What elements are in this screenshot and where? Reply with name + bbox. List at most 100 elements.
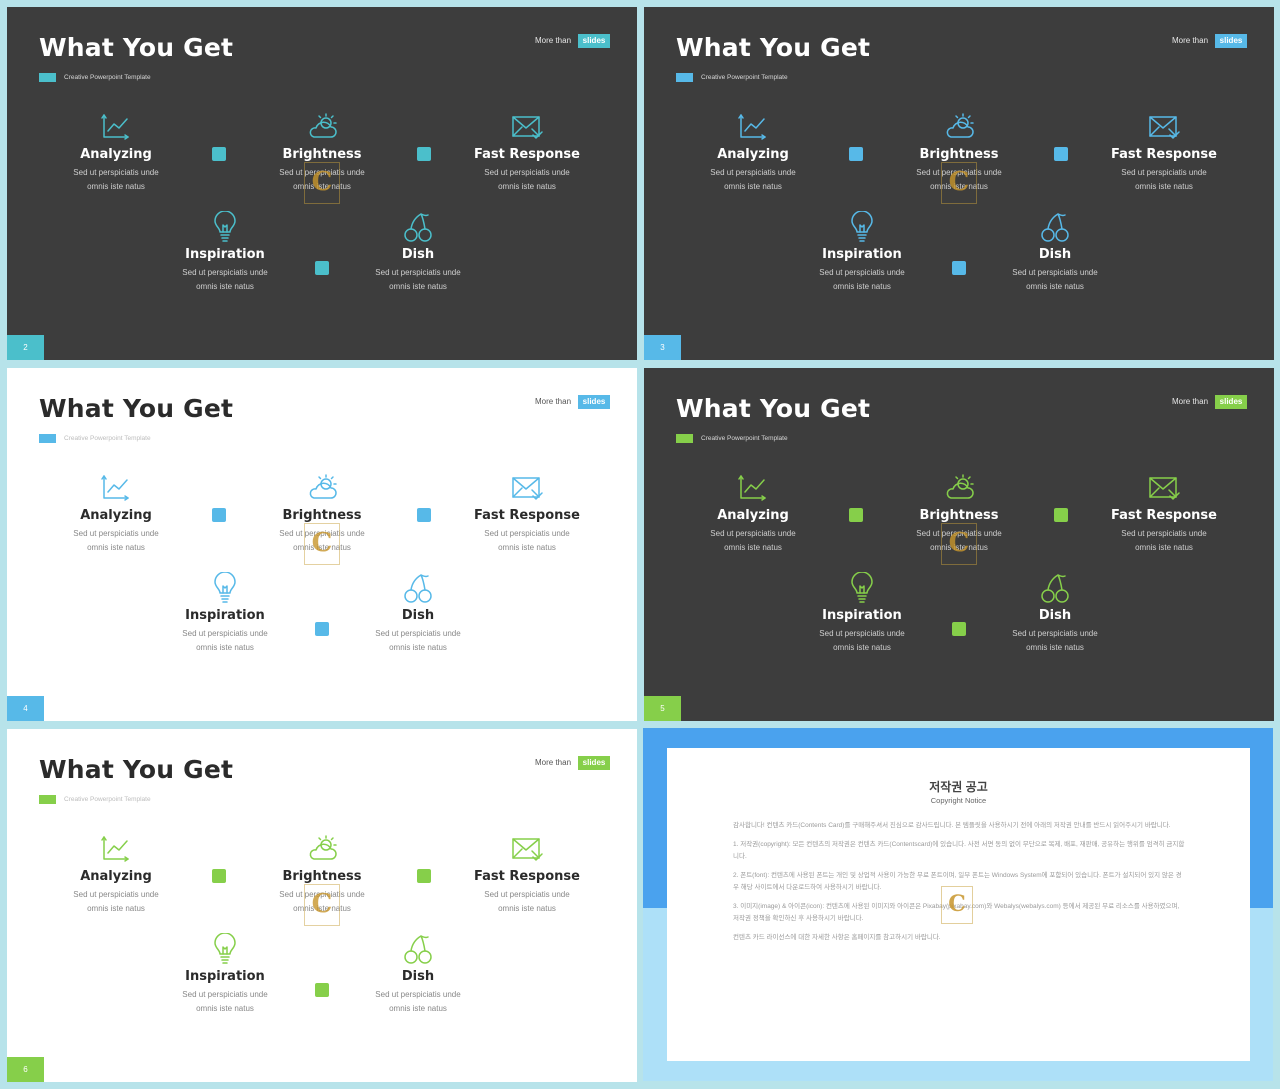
accent-square: [849, 508, 863, 522]
feature-label: Fast Response: [474, 508, 580, 523]
feature-label: Inspiration: [185, 608, 265, 623]
subtitle-accent-bar: [39, 795, 56, 804]
line-chart-icon: [100, 833, 132, 865]
accent-square: [849, 147, 863, 161]
accent-square: [212, 508, 226, 522]
slide-title: What You Get: [676, 394, 871, 423]
line-chart-icon: [737, 472, 769, 504]
feature-description: Sed ut perspiciatis unde omnis iste natus: [182, 268, 268, 291]
slides-badge: slides: [1215, 34, 1247, 48]
cloud-sun-icon: [306, 833, 338, 865]
accent-square: [952, 261, 966, 275]
envelope-check-icon: [1148, 111, 1180, 143]
cloud-sun-icon: [943, 111, 975, 143]
feature-brightness: Brightness Sed ut perspiciatis unde omnis…: [257, 472, 387, 555]
feature-description: Sed ut perspiciatis unde omnis iste natus: [1121, 168, 1207, 191]
slide-subtitle: Creative Powerpoint Template: [64, 796, 151, 803]
cherries-icon: [402, 933, 434, 965]
feature-label: Analyzing: [717, 508, 789, 523]
feature-dish: Dish Sed ut perspiciatis unde omnis iste …: [353, 572, 483, 655]
slide-title: What You Get: [39, 33, 234, 62]
notice-paragraph: 2. 폰트(font): 컨텐츠에 사용된 폰트는 개인 및 상업적 사용이 가…: [733, 872, 1182, 891]
page-number: 4: [7, 696, 44, 721]
slide-title: What You Get: [39, 755, 234, 784]
accent-square: [952, 622, 966, 636]
slide-page-2[interactable]: What You Get Creative Powerpoint Templat…: [7, 7, 637, 360]
notice-subtitle: Copyright Notice: [930, 796, 987, 805]
feature-description: Sed ut perspiciatis unde omnis iste natus: [73, 529, 159, 552]
slide-page-4[interactable]: What You Get Creative Powerpoint Templat…: [7, 368, 637, 721]
cherries-icon: [402, 211, 434, 243]
slides-badge: slides: [1215, 395, 1247, 409]
feature-description: Sed ut perspiciatis unde omnis iste natus: [916, 168, 1002, 191]
page-number: 3: [644, 335, 681, 360]
notice-card: 저작권 공고 Copyright Notice 감사합니다! 컨텐츠 카드(Co…: [667, 748, 1250, 1061]
envelope-check-icon: [511, 111, 543, 143]
more-than-label: More than: [1172, 36, 1209, 45]
notice-paragraph: 3. 이미지(image) & 아이콘(icon): 컨텐츠에 사용된 이미지와…: [733, 903, 1180, 922]
cloud-sun-icon: [306, 472, 338, 504]
feature-inspiration: Inspiration Sed ut perspiciatis unde omni…: [797, 211, 927, 294]
feature-label: Brightness: [282, 147, 362, 162]
envelope-check-icon: [511, 472, 543, 504]
slide-page-5[interactable]: What You Get Creative Powerpoint Templat…: [644, 368, 1274, 721]
slide-title: What You Get: [676, 33, 871, 62]
feature-description: Sed ut perspiciatis unde omnis iste natus: [484, 168, 570, 191]
feature-description: Sed ut perspiciatis unde omnis iste natus: [73, 168, 159, 191]
envelope-check-icon: [511, 833, 543, 865]
feature-description: Sed ut perspiciatis unde omnis iste natus: [375, 990, 461, 1013]
subtitle-accent-bar: [676, 434, 693, 443]
slide-subtitle: Creative Powerpoint Template: [64, 435, 151, 442]
accent-square: [315, 622, 329, 636]
notice-paragraph: 1. 저작권(copyright): 모든 컨텐츠의 저작권은 컨텐츠 카드(C…: [733, 841, 1185, 860]
feature-description: Sed ut perspiciatis unde omnis iste natus: [182, 990, 268, 1013]
feature-brightness: Brightness Sed ut perspiciatis unde omnis…: [257, 833, 387, 916]
feature-fast-response: Fast Response Sed ut perspiciatis unde om…: [1099, 111, 1229, 194]
feature-brightness: Brightness Sed ut perspiciatis unde omnis…: [894, 111, 1024, 194]
feature-inspiration: Inspiration Sed ut perspiciatis unde omni…: [160, 933, 290, 1016]
feature-brightness: Brightness Sed ut perspiciatis unde omnis…: [257, 111, 387, 194]
feature-label: Brightness: [282, 508, 362, 523]
accent-square: [417, 869, 431, 883]
accent-square: [315, 261, 329, 275]
feature-label: Analyzing: [80, 869, 152, 884]
feature-description: Sed ut perspiciatis unde omnis iste natus: [279, 529, 365, 552]
line-chart-icon: [100, 111, 132, 143]
envelope-check-icon: [1148, 472, 1180, 504]
feature-analyzing: Analyzing Sed ut perspiciatis unde omnis …: [688, 472, 818, 555]
accent-square: [1054, 508, 1068, 522]
light-bulb-icon: [209, 572, 241, 604]
feature-description: Sed ut perspiciatis unde omnis iste natus: [73, 890, 159, 913]
cloud-sun-icon: [306, 111, 338, 143]
feature-analyzing: Analyzing Sed ut perspiciatis unde omnis …: [688, 111, 818, 194]
feature-analyzing: Analyzing Sed ut perspiciatis unde omnis …: [51, 111, 181, 194]
feature-label: Inspiration: [822, 247, 902, 262]
accent-square: [212, 147, 226, 161]
feature-fast-response: Fast Response Sed ut perspiciatis unde om…: [462, 833, 592, 916]
feature-dish: Dish Sed ut perspiciatis unde omnis iste …: [353, 933, 483, 1016]
notice-title: 저작권 공고: [929, 780, 988, 794]
slide-subtitle: Creative Powerpoint Template: [701, 435, 788, 442]
feature-dish: Dish Sed ut perspiciatis unde omnis iste …: [990, 211, 1120, 294]
feature-label: Brightness: [282, 869, 362, 884]
feature-description: Sed ut perspiciatis unde omnis iste natus: [182, 629, 268, 652]
slide-subtitle: Creative Powerpoint Template: [701, 74, 788, 81]
slides-badge: slides: [578, 395, 610, 409]
feature-label: Inspiration: [822, 608, 902, 623]
feature-label: Fast Response: [1111, 508, 1217, 523]
slide-page-3[interactable]: What You Get Creative Powerpoint Templat…: [644, 7, 1274, 360]
cloud-sun-icon: [943, 472, 975, 504]
feature-analyzing: Analyzing Sed ut perspiciatis unde omnis …: [51, 472, 181, 555]
watermark-logo: C: [304, 162, 340, 204]
slide-page-6[interactable]: What You Get Creative Powerpoint Templat…: [7, 729, 637, 1082]
page-number: 2: [7, 335, 44, 360]
more-than-label: More than: [535, 758, 572, 767]
feature-dish: Dish Sed ut perspiciatis unde omnis iste …: [990, 572, 1120, 655]
accent-square: [315, 983, 329, 997]
copyright-notice-slide[interactable]: 저작권 공고 Copyright Notice 감사합니다! 컨텐츠 카드(Co…: [643, 728, 1273, 1081]
watermark-logo: C: [941, 523, 977, 565]
feature-fast-response: Fast Response Sed ut perspiciatis unde om…: [462, 472, 592, 555]
feature-label: Fast Response: [474, 869, 580, 884]
feature-description: Sed ut perspiciatis unde omnis iste natus: [1121, 529, 1207, 552]
feature-label: Analyzing: [80, 508, 152, 523]
